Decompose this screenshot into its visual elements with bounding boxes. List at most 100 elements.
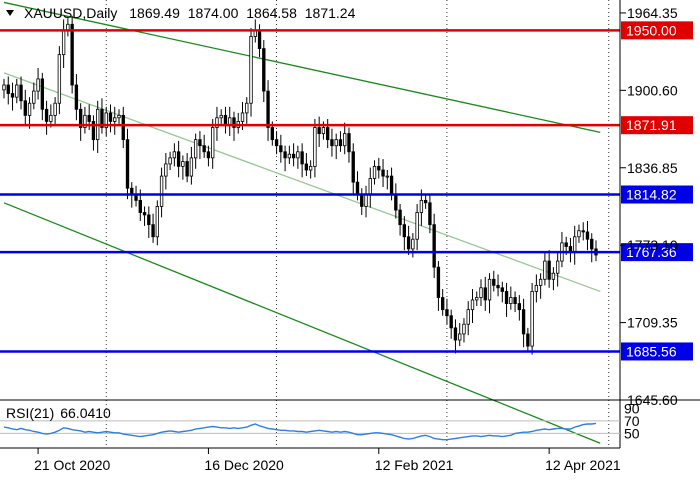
candle-body [172,151,177,159]
candle-body [372,165,377,179]
candle [487,273,492,314]
candle-body [53,102,57,116]
candle-body [202,145,206,153]
candle [347,127,351,163]
price-tick-label: 1964.35 [627,5,678,21]
candle [104,106,108,137]
candle-body [411,238,415,250]
candle-body [483,287,487,301]
candle-body [206,151,211,159]
candle [590,233,594,263]
price-level-tag [621,21,693,40]
candle-body [334,139,338,147]
candle-body [2,84,6,91]
candle-body [492,278,496,286]
candle-body [385,175,389,178]
candle [291,143,296,167]
candle [479,279,483,307]
candle [504,282,509,317]
candle-body [36,78,40,92]
candle [40,72,45,121]
candle [436,261,441,311]
candle [406,225,411,256]
candle [159,167,164,218]
candle [155,200,160,246]
candle-body [232,117,236,128]
collapse-triangle-icon[interactable] [6,10,14,16]
candle [164,153,168,190]
candle-body [581,230,585,233]
candle [530,282,534,355]
candle [326,119,330,149]
candle-body [551,272,556,280]
candle-body [32,90,36,104]
candle-body [398,209,402,226]
vertical-gridlines [105,0,610,448]
time-tick-label: 12 Apr 2021 [545,457,621,473]
candle [423,194,428,209]
candle [2,78,6,99]
candle [287,145,292,164]
candle [534,274,539,303]
candle [6,76,10,105]
rsi-level-label: 50 [624,425,640,441]
candle-body [164,163,168,177]
candle-body [521,309,526,335]
candle [334,133,338,160]
candle [432,213,436,279]
candle-body [151,224,155,238]
candle [453,319,458,354]
rsi-line [3,422,597,441]
candle [308,160,313,179]
candle [385,170,389,190]
candle-body [74,84,79,110]
price-level-tag [621,185,693,204]
candle-body [168,157,172,165]
candle [377,157,381,179]
candle-body [577,230,581,238]
candle-body [377,165,381,171]
candle-body [343,133,347,147]
candle [74,74,79,121]
candle [78,103,83,141]
candle [91,115,96,151]
candle-body [257,29,262,49]
candle-body [445,309,449,317]
candle-body [462,323,466,335]
candle [151,213,155,243]
candle [526,327,530,353]
candle [185,153,189,183]
candle-body [291,153,296,159]
candle-body [547,260,551,280]
price-tick-label: 1709.35 [627,315,678,331]
trend-line-channel-upper [3,1,601,133]
candle [338,131,343,152]
candle-body [219,114,223,119]
candle-body [113,117,117,122]
candle-body [189,157,194,177]
candle [23,89,27,127]
candle [547,250,551,288]
candle-body [304,163,309,171]
candle-body [27,102,32,116]
candle-body [504,291,509,304]
candle-body [568,246,573,252]
candle-body [308,165,313,171]
candle-body [368,178,372,195]
price-axis: 1964.35 1900.60 1836.85 1773.10 1709.35 1645.… [620,5,678,408]
candle-body [487,278,492,301]
candle [296,145,300,169]
candle-body [87,114,91,122]
price-level-tag [621,342,693,361]
candle-body [509,297,513,304]
time-tick-label: 21 Oct 2020 [34,457,110,473]
candle [313,119,317,178]
candle-body [266,90,270,128]
candlesticks [2,15,598,355]
price-tick-label: 1773.10 [627,237,678,253]
candle-body [440,297,445,311]
candle [121,106,125,149]
price-lines: 1950.00 1871.91 1814.82 1767.36 1685.56 [0,21,693,361]
candle [343,122,347,155]
candle-body [223,114,228,126]
